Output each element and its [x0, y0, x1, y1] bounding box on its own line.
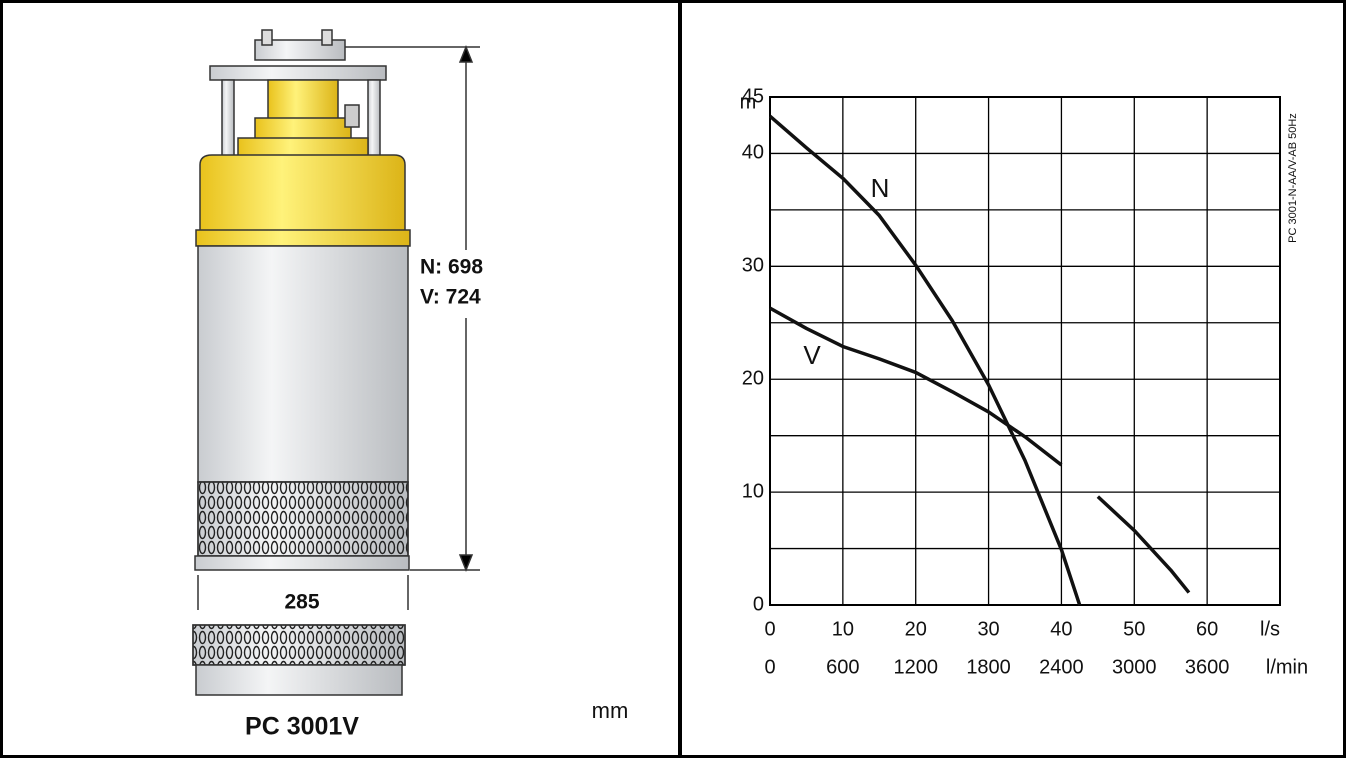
x2-tick-label: 0 — [764, 656, 775, 678]
x2-tick-label: 3600 — [1185, 656, 1230, 678]
curve-label: V — [803, 340, 821, 370]
x2-tick-label: 2400 — [1039, 656, 1084, 678]
side-note: PC 3001-N-AA/V-AB 50Hz — [1287, 113, 1299, 243]
x-tick-label: 20 — [905, 618, 927, 640]
height-label: V: 724 — [420, 286, 481, 309]
x-tick-label: 40 — [1050, 618, 1072, 640]
x2-label: l/min — [1266, 656, 1308, 678]
x-tick-label: 30 — [977, 618, 999, 640]
y-tick-label: 20 — [742, 368, 764, 390]
model-name: PC 3001V — [245, 713, 359, 741]
x2-tick-label: 3000 — [1112, 656, 1157, 678]
y-tick-label: 30 — [742, 255, 764, 277]
curve-label: N — [871, 173, 890, 203]
y-tick-label: 40 — [742, 142, 764, 164]
x-tick-label: 10 — [832, 618, 854, 640]
unit: mm — [592, 698, 629, 723]
pump-drawing — [192, 29, 480, 696]
y-tick-label: 0 — [753, 593, 764, 615]
x-tick-label: 60 — [1196, 618, 1218, 640]
y-label: m — [740, 91, 757, 113]
curve — [768, 114, 1082, 606]
curve — [769, 306, 1191, 594]
x-tick-label: 0 — [764, 618, 775, 640]
x2-tick-label: 600 — [826, 656, 859, 678]
y-tick-label: 45 — [742, 85, 764, 107]
width-label: 285 — [284, 591, 319, 614]
x2-tick-label: 1800 — [966, 656, 1011, 678]
height-label: N: 698 — [420, 256, 483, 279]
x2-tick-label: 1200 — [893, 656, 938, 678]
y-tick-label: 10 — [742, 480, 764, 502]
x-tick-label: 50 — [1123, 618, 1145, 640]
x-label: l/s — [1260, 618, 1280, 640]
